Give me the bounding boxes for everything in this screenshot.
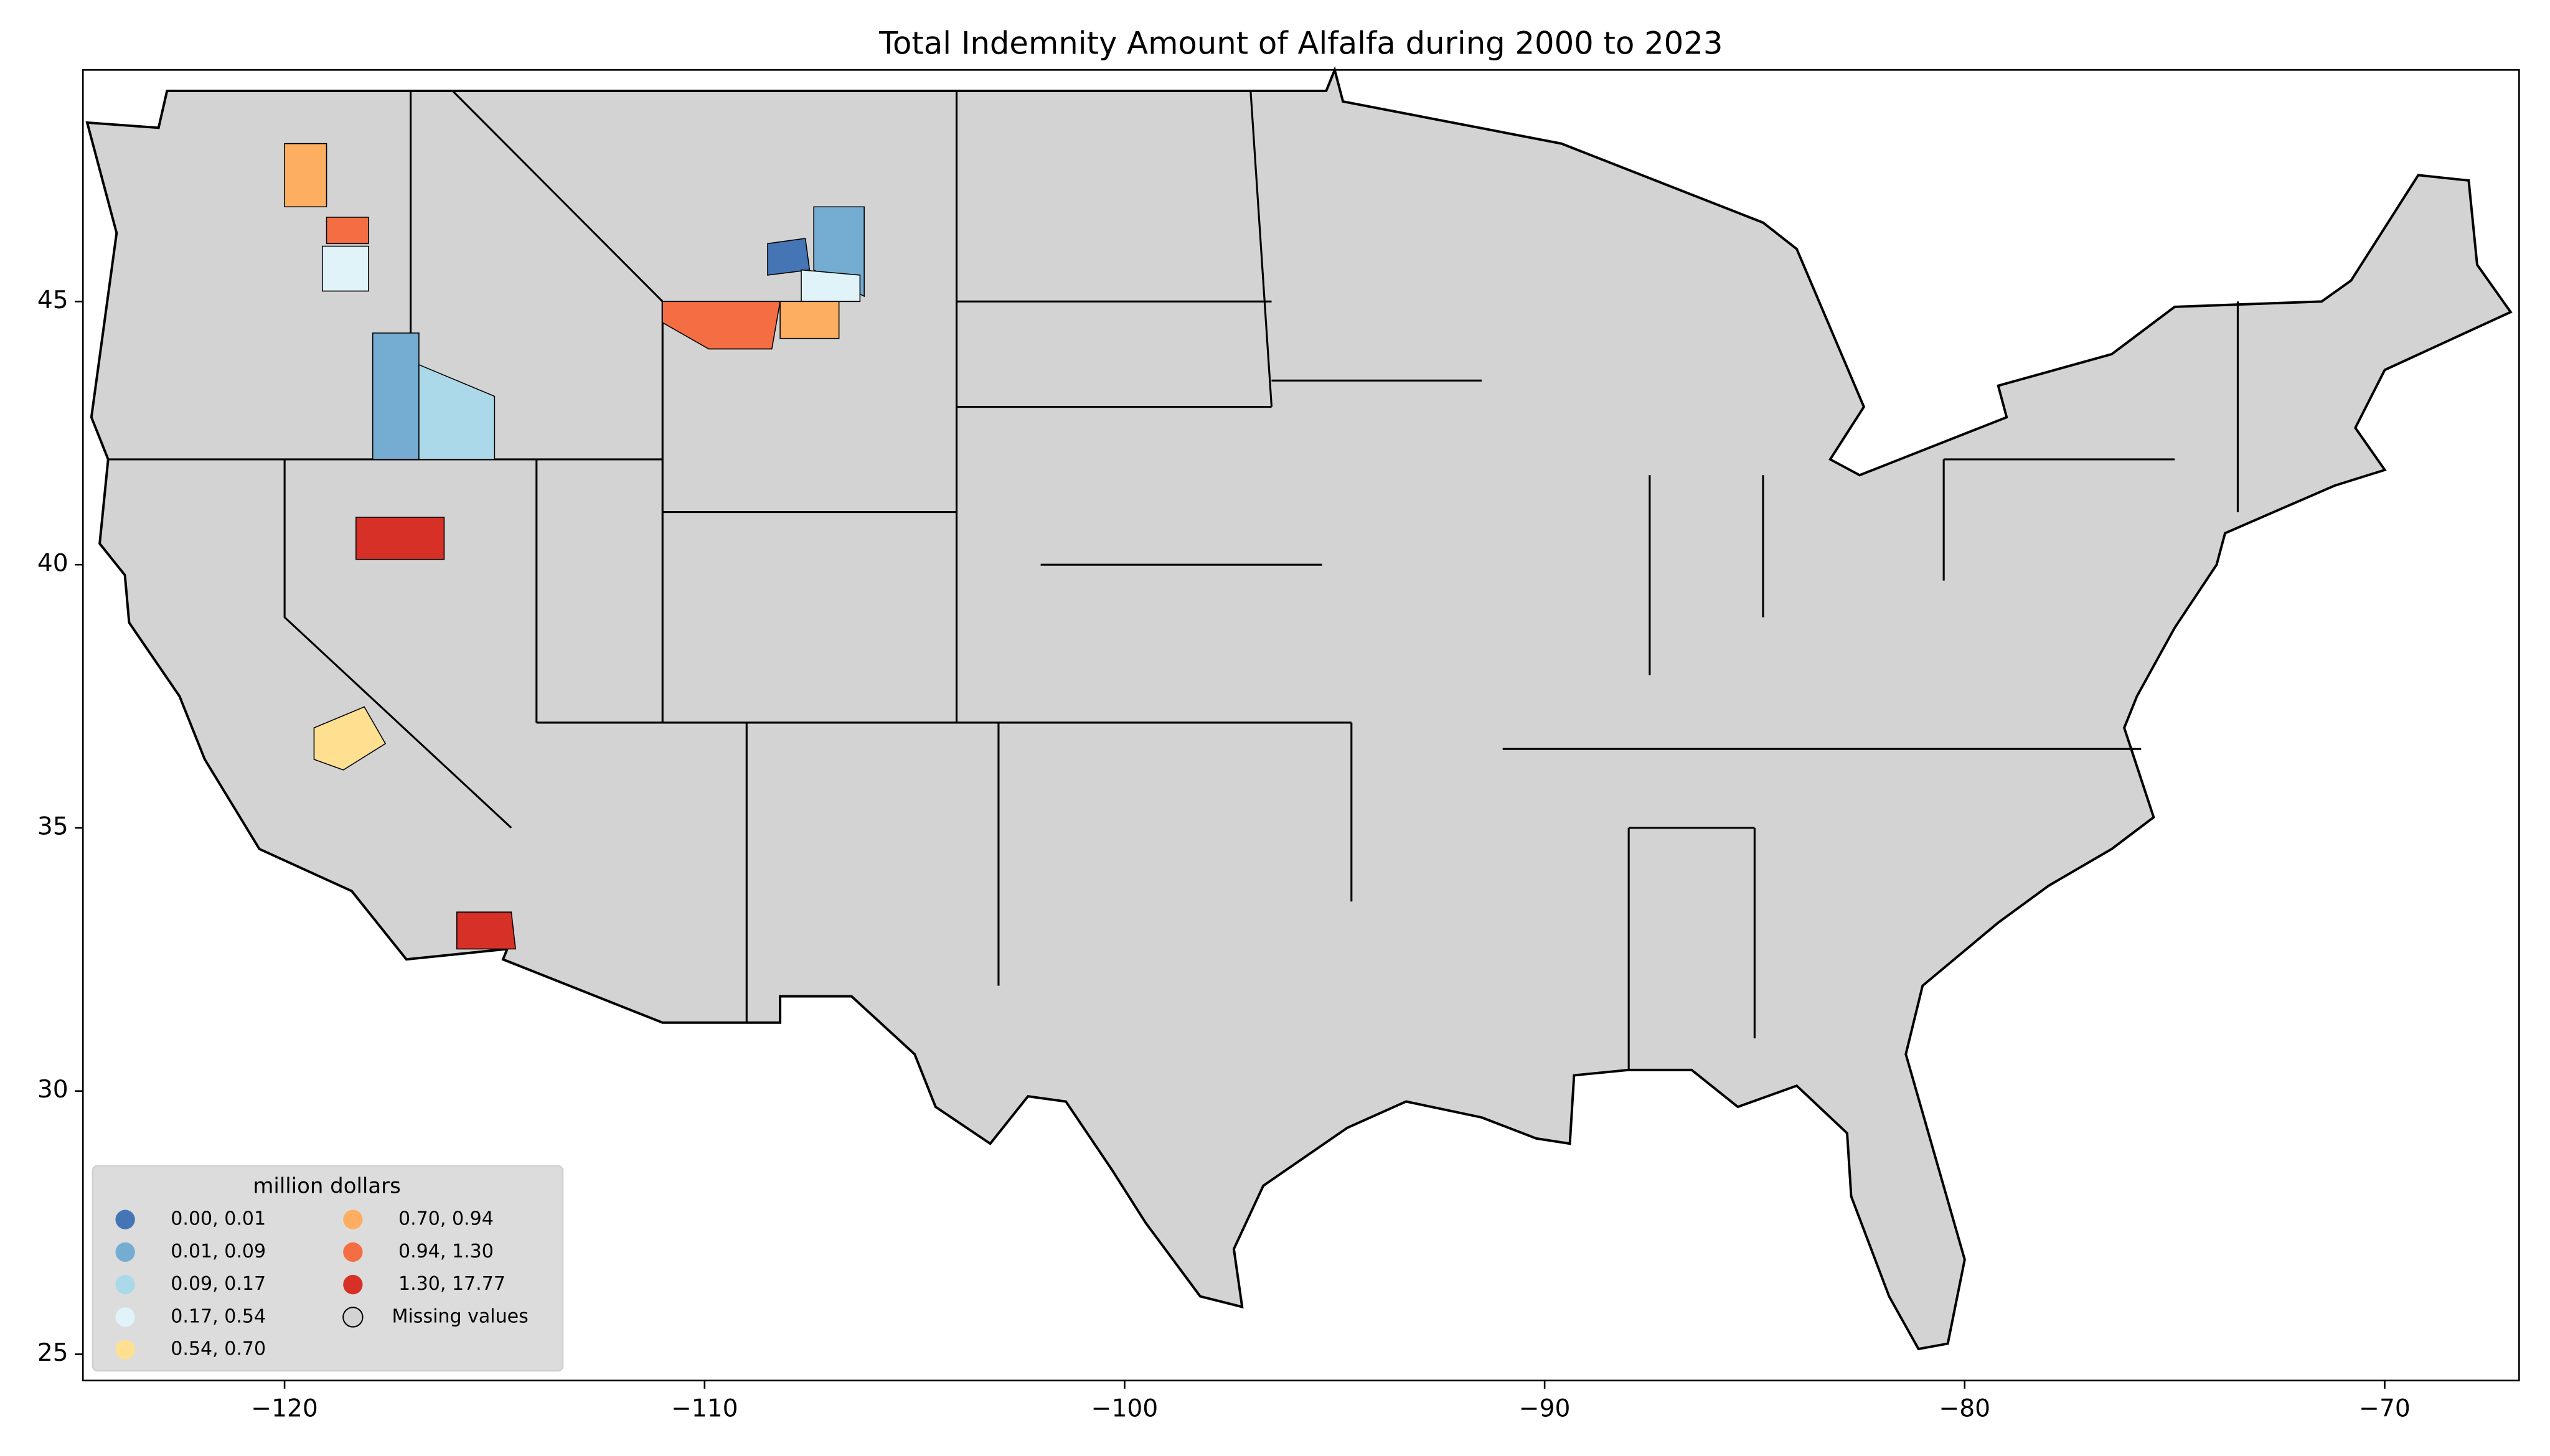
legend-label: 0.94, 1.30 <box>398 1241 494 1262</box>
legend-marker <box>115 1242 135 1262</box>
plot-frame <box>82 69 2520 1382</box>
legend: million dollars 0.00, 0.01 0.01, 0.09 0.09,… <box>92 1165 564 1372</box>
legend-label: 0.00, 0.01 <box>171 1208 266 1230</box>
x-tick-label: −90 <box>1519 1394 1571 1422</box>
x-tick-label: −80 <box>1939 1394 1990 1422</box>
y-tick-label: 25 <box>37 1339 68 1367</box>
state-boundary <box>451 90 664 303</box>
county <box>662 301 781 350</box>
legend-label: 0.70, 0.94 <box>398 1208 494 1230</box>
county <box>418 364 496 460</box>
legend-label: 0.54, 0.70 <box>171 1338 266 1360</box>
y-tick-label: 30 <box>37 1076 68 1104</box>
x-tick-label: −110 <box>671 1394 738 1422</box>
y-tick-label: 40 <box>37 550 68 578</box>
legend-marker <box>342 1307 364 1328</box>
legend-title: million dollars <box>253 1173 400 1198</box>
county <box>284 143 327 208</box>
legend-box <box>92 1165 564 1372</box>
legend-marker <box>115 1307 135 1327</box>
y-tick-label: 35 <box>37 812 68 840</box>
county <box>355 517 445 560</box>
x-tick-label: −100 <box>1091 1394 1159 1422</box>
county <box>321 245 369 292</box>
county <box>313 706 387 771</box>
legend-marker <box>343 1242 363 1262</box>
county <box>456 911 516 950</box>
legend-marker <box>115 1274 135 1295</box>
legend-label: 0.01, 0.09 <box>171 1241 266 1262</box>
state-boundary <box>283 459 512 829</box>
legend-marker <box>343 1274 363 1295</box>
county <box>767 238 811 276</box>
legend-marker <box>115 1340 135 1360</box>
county <box>801 269 861 303</box>
y-tick-label: 45 <box>37 286 68 314</box>
chart-title: Total Indemnity Amount of Alfalfa during… <box>878 26 1723 62</box>
x-tick-label: −120 <box>251 1394 318 1422</box>
legend-marker <box>343 1209 363 1229</box>
legend-label: 0.17, 0.54 <box>171 1305 266 1327</box>
county <box>779 301 840 339</box>
legend-label: 0.09, 0.17 <box>171 1273 266 1295</box>
county <box>372 332 420 460</box>
state-boundary <box>1249 90 1273 407</box>
legend-label: Missing values <box>392 1305 529 1327</box>
county <box>326 217 369 245</box>
legend-label: 1.30, 17.77 <box>398 1273 506 1295</box>
x-tick-label: −70 <box>2359 1394 2411 1422</box>
country-outline <box>85 66 2513 1351</box>
legend-marker <box>115 1209 135 1229</box>
